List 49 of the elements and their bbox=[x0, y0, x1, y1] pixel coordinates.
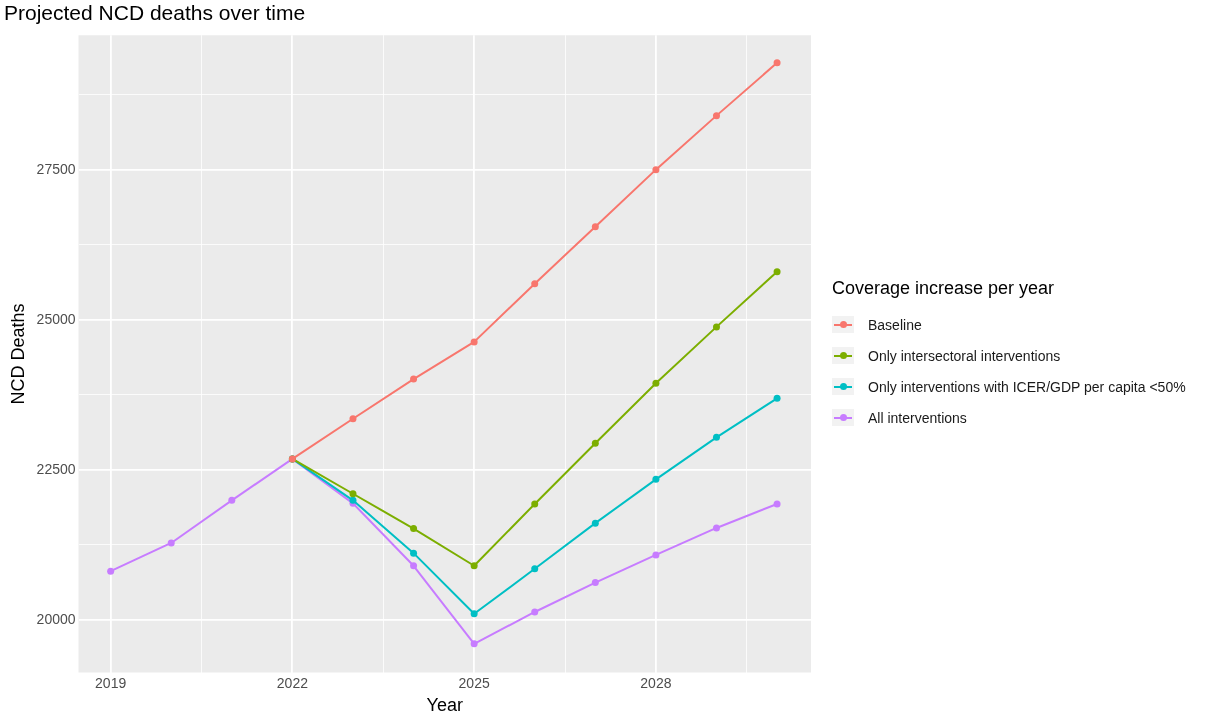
x-tick-label: 2019 bbox=[95, 674, 127, 691]
y-tick-label: 27500 bbox=[36, 160, 76, 177]
point bbox=[712, 112, 720, 120]
point bbox=[531, 500, 539, 508]
x-tick-label: 2028 bbox=[640, 674, 672, 691]
y-tick-label: 20000 bbox=[36, 610, 76, 627]
point bbox=[470, 338, 478, 346]
point bbox=[652, 475, 660, 483]
y-axis-title: NCD Deaths bbox=[7, 303, 28, 405]
x-axis-title: Year bbox=[426, 695, 463, 716]
point bbox=[167, 539, 175, 547]
point bbox=[470, 610, 478, 618]
legend-title: Coverage increase per year bbox=[832, 278, 1056, 299]
point bbox=[470, 562, 478, 570]
point bbox=[652, 551, 660, 559]
point bbox=[773, 59, 781, 67]
point bbox=[349, 415, 357, 423]
point bbox=[228, 496, 236, 504]
point bbox=[470, 640, 478, 648]
point bbox=[531, 280, 539, 288]
legend-label: Only interventions with ICER/GDP per capita <50% bbox=[868, 378, 1186, 395]
point bbox=[531, 565, 539, 573]
point bbox=[712, 524, 720, 532]
point bbox=[107, 567, 115, 575]
point bbox=[652, 379, 660, 387]
point bbox=[712, 323, 720, 331]
x-tick-label: 2022 bbox=[276, 674, 309, 691]
point bbox=[591, 223, 599, 231]
y-tick-label: 25000 bbox=[36, 310, 76, 327]
legend-label: Only intersectoral interventions bbox=[868, 347, 1061, 364]
point bbox=[349, 490, 357, 498]
point bbox=[591, 579, 599, 587]
point bbox=[773, 268, 781, 276]
x-tick-label: 2025 bbox=[458, 674, 490, 691]
point bbox=[410, 562, 418, 570]
point bbox=[591, 519, 599, 527]
point bbox=[773, 500, 781, 508]
legend-label: All interventions bbox=[868, 409, 967, 426]
point bbox=[712, 433, 720, 441]
point bbox=[773, 394, 781, 402]
point bbox=[410, 375, 418, 383]
point bbox=[531, 608, 539, 616]
point bbox=[591, 439, 599, 447]
y-tick-label: 22500 bbox=[36, 460, 76, 477]
legend-label: Baseline bbox=[868, 316, 922, 333]
chart-title: Projected NCD deaths over time bbox=[4, 1, 306, 25]
point bbox=[652, 166, 660, 174]
point bbox=[410, 549, 418, 557]
point bbox=[410, 525, 418, 533]
